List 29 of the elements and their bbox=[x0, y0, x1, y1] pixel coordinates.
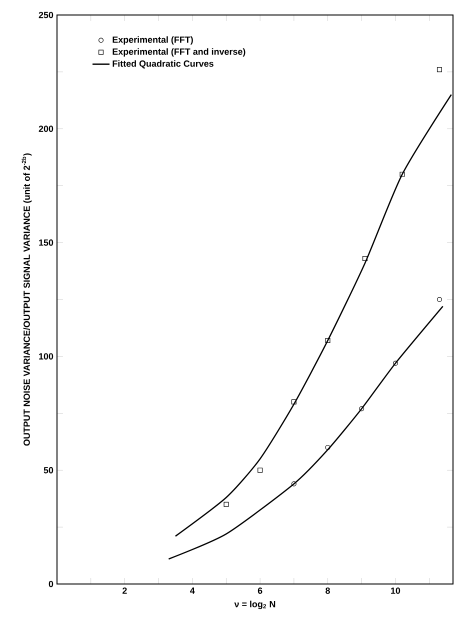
x-tick-label: 6 bbox=[258, 588, 262, 594]
point bbox=[325, 338, 330, 343]
y-tick-label: 250 bbox=[38, 12, 54, 18]
x-tick-label: 10 bbox=[391, 588, 400, 594]
y-tick-label: 150 bbox=[39, 239, 54, 246]
line-series bbox=[168, 306, 444, 560]
point bbox=[436, 297, 442, 302]
y-axis-title: OUTPUT NOISE VARIANCE/OUTPUT SIGNAL VARIANCE (unit of 2$^{-2b}$) bbox=[22, 153, 32, 446]
point bbox=[291, 399, 296, 404]
legend-label: Fitted Quadratic Curves bbox=[112, 60, 214, 68]
x-tick-label: 4 bbox=[190, 588, 195, 594]
point bbox=[392, 360, 398, 366]
point bbox=[400, 172, 405, 177]
legend-label: Experimental (FFT) bbox=[112, 36, 193, 45]
point bbox=[224, 502, 229, 507]
legend-label: Experimental (FFT and inverse) bbox=[112, 48, 246, 57]
x-tick-label: 8 bbox=[326, 588, 330, 594]
x-tick-label: 2 bbox=[122, 588, 127, 594]
point bbox=[325, 444, 330, 450]
y-tick-label: 0 bbox=[48, 580, 54, 588]
x-axis-title: ν = log$_{2}$ N bbox=[234, 600, 276, 610]
point bbox=[436, 67, 442, 72]
point bbox=[291, 481, 296, 486]
y-tick-label: 50 bbox=[44, 467, 54, 474]
point bbox=[362, 256, 368, 262]
point bbox=[359, 406, 364, 412]
point bbox=[258, 468, 263, 473]
y-tick-label: 100 bbox=[39, 353, 54, 360]
y-tick-label: 200 bbox=[38, 126, 54, 132]
